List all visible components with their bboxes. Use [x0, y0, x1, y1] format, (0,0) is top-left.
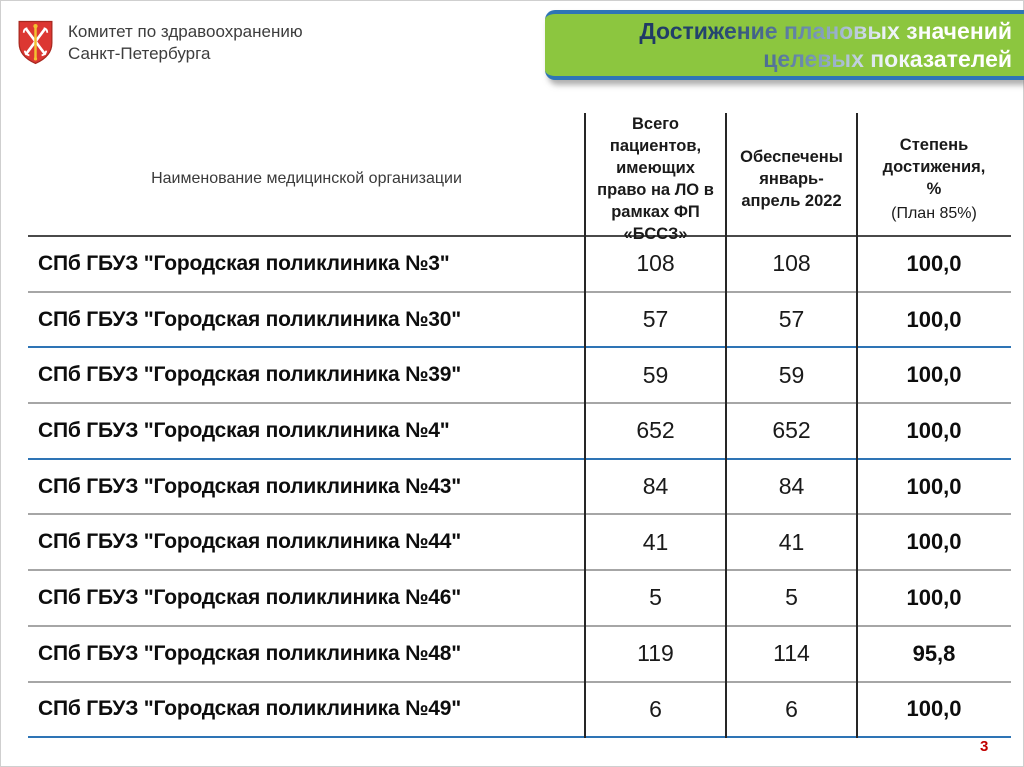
org-name-cell: СПб ГБУЗ "Городская поликлиника №46" [38, 585, 462, 609]
provided-cell: 6 [785, 695, 798, 722]
org-name-cell: СПб ГБУЗ "Городская поликлиника №39" [38, 363, 462, 387]
results-table: Наименование медицинской организации Все… [28, 113, 1011, 739]
percent-cell: 100,0 [906, 584, 962, 610]
total-cell: 119 [637, 640, 674, 667]
org-name-cell: СПб ГБУЗ "Городская поликлиника №43" [38, 474, 462, 498]
org-name-cell: СПб ГБУЗ "Городская поликлиника №30" [38, 307, 462, 331]
header-org-name: Наименование медицинской организации [151, 170, 462, 187]
percent-cell: 100,0 [906, 306, 962, 332]
table-row: СПб ГБУЗ "Городская поликлиника №4" 652 … [28, 404, 1011, 460]
org-name-cell: СПб ГБУЗ "Городская поликлиника №3" [38, 251, 450, 275]
slide-title-banner: Достижение плановых значений целевых пок… [545, 10, 1024, 80]
header-total-patients: Всего пациентов, имеющих право на ЛО в р… [597, 115, 714, 243]
table-row: СПб ГБУЗ "Городская поликлиника №46" 5 5… [28, 571, 1011, 627]
total-cell: 108 [636, 250, 675, 277]
provided-cell: 84 [778, 473, 805, 500]
provided-cell: 108 [772, 250, 811, 277]
table-row: СПб ГБУЗ "Городская поликлиника №44" 41 … [28, 515, 1011, 572]
percent-cell: 100,0 [906, 473, 962, 499]
org-name-cell: СПб ГБУЗ "Городская поликлиника №48" [38, 641, 462, 665]
percent-cell: 100,0 [906, 696, 962, 722]
percent-cell: 100,0 [906, 529, 962, 555]
total-cell: 57 [642, 306, 669, 333]
provided-cell: 41 [778, 528, 805, 555]
header-provided: Обеспечены январь- апрель 2022 [740, 148, 843, 210]
table-header-row: Наименование медицинской организации Все… [28, 113, 1011, 243]
total-cell: 84 [642, 473, 669, 500]
table-row: СПб ГБУЗ "Городская поликлиника №48" 119… [28, 627, 1011, 683]
percent-cell: 95,8 [912, 640, 956, 666]
header-achievement: Степень достижения, % (План 85%) [857, 113, 1011, 245]
provided-cell: 114 [773, 640, 810, 667]
org-name-cell: СПб ГБУЗ "Городская поликлиника №44" [38, 530, 462, 554]
total-cell: 5 [649, 584, 662, 611]
total-cell: 6 [649, 695, 662, 722]
org-name-cell: СПб ГБУЗ "Городская поликлиника №49" [38, 697, 462, 721]
total-cell: 59 [642, 361, 669, 388]
total-cell: 652 [636, 417, 675, 444]
provided-cell: 652 [772, 417, 811, 444]
table-row: СПб ГБУЗ "Городская поликлиника №49" 6 6… [28, 683, 1011, 739]
table-column-divider [856, 113, 858, 738]
table-row: СПб ГБУЗ "Городская поликлиника №3" 108 … [28, 237, 1011, 293]
slide-title: Достижение плановых значений целевых пок… [639, 17, 1024, 73]
committee-title: Комитет по здравоохранению Санкт-Петербу… [68, 22, 303, 63]
org-name-cell: СПб ГБУЗ "Городская поликлиника №4" [38, 418, 450, 442]
table-row: СПб ГБУЗ "Городская поликлиника №30" 57 … [28, 293, 1011, 349]
table-row: СПб ГБУЗ "Городская поликлиника №39" 59 … [28, 348, 1011, 405]
provided-cell: 57 [778, 306, 805, 333]
table-row: СПб ГБУЗ "Городская поликлиника №43" 84 … [28, 460, 1011, 516]
percent-cell: 100,0 [906, 417, 962, 443]
total-cell: 41 [642, 528, 669, 555]
spb-coat-of-arms-icon [18, 20, 53, 65]
header-achievement-plan: (План 85%) [891, 204, 977, 222]
header-achievement-main: Степень достижения, % [882, 135, 986, 198]
table-column-divider [584, 113, 586, 738]
table-body: СПб ГБУЗ "Городская поликлиника №3" 108 … [28, 237, 1011, 739]
provided-cell: 5 [785, 584, 798, 611]
percent-cell: 100,0 [906, 250, 962, 276]
provided-cell: 59 [778, 361, 805, 388]
percent-cell: 100,0 [906, 362, 962, 388]
page-number: 3 [980, 738, 989, 755]
table-column-divider [725, 113, 727, 738]
